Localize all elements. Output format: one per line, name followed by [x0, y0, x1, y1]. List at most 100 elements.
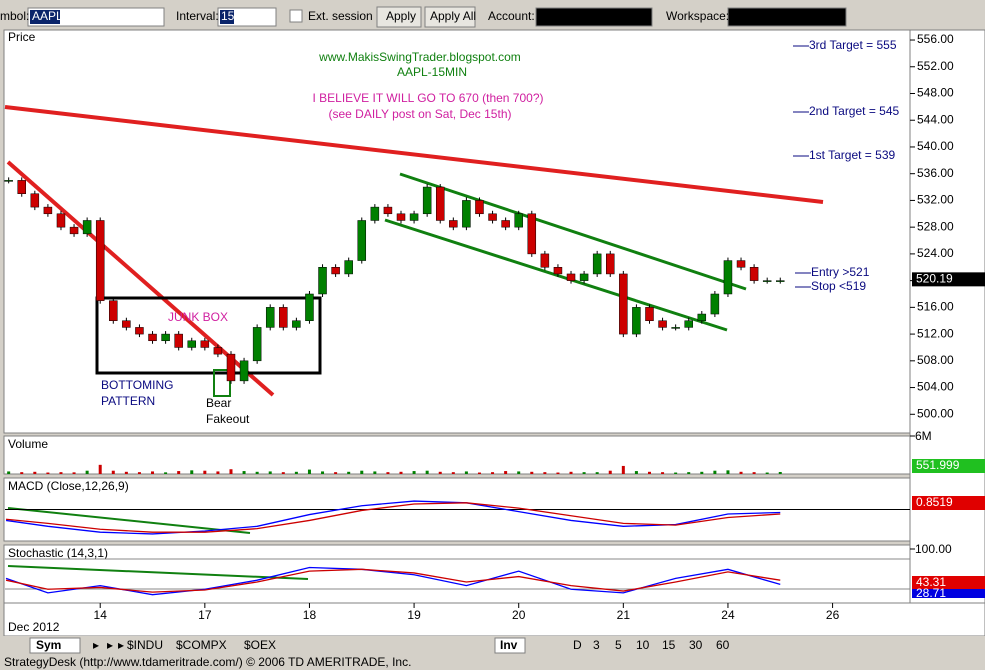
volume-bar [360, 470, 364, 474]
candle [475, 200, 484, 215]
x-tick-label: 20 [512, 608, 526, 622]
candle [30, 193, 40, 208]
stoch-d-label: 28.71 [916, 586, 946, 600]
y-tick-label: 500.00 [917, 406, 954, 420]
candle [762, 280, 772, 282]
tab: Sym [36, 638, 61, 652]
apply-button[interactable] [376, 6, 422, 28]
y-tick-label: 532.00 [917, 193, 954, 207]
account-box[interactable] [535, 7, 653, 27]
toolbar-ext-session: Ext. session [308, 9, 373, 23]
channel-lower [384, 218, 728, 332]
tab: $COMPX [176, 638, 227, 652]
candle [553, 267, 563, 275]
stoch-trend [7, 565, 309, 580]
volume-bar [608, 470, 612, 474]
tab: D [573, 638, 582, 652]
candle [292, 320, 301, 328]
candle [187, 340, 197, 348]
candle [566, 273, 576, 281]
volume-bar [438, 471, 442, 474]
volume-bar [321, 471, 325, 474]
candle [17, 180, 26, 194]
last-price-box [912, 272, 985, 287]
candle [252, 327, 262, 362]
volume-bar [190, 470, 194, 474]
symbol-highlight [30, 10, 60, 24]
annotation: BOTTOMING [101, 378, 173, 392]
volume-bar [569, 471, 573, 474]
y-tick-label: 528.00 [917, 219, 954, 233]
last-volume-label: 551.999 [916, 458, 960, 472]
junk-box [95, 296, 322, 375]
volume-bar [373, 471, 377, 474]
candle [671, 327, 680, 329]
stoch-panel [3, 544, 911, 604]
candle [43, 206, 53, 215]
volume-bar [647, 471, 651, 474]
volume-bar [307, 469, 311, 474]
target-label: Stop <519 [811, 279, 866, 293]
volume-bar [752, 472, 756, 474]
candle [279, 307, 288, 328]
candle [396, 213, 406, 221]
candle [606, 253, 615, 275]
panel-title: Price [8, 30, 36, 44]
volume-bar [530, 471, 534, 474]
candle [174, 333, 183, 348]
volume-bar [255, 471, 259, 474]
volume-panel [3, 435, 911, 475]
tab: Inv [500, 638, 518, 652]
stoch-k-box [912, 576, 985, 590]
candle [422, 186, 432, 215]
candle [527, 213, 537, 255]
candle [736, 260, 746, 268]
volume-bar [739, 471, 743, 474]
tab-bar [0, 636, 985, 655]
annotation: www.MakisSwingTrader.blogspot.com [318, 50, 521, 64]
sym-tab[interactable] [29, 637, 81, 654]
candle [318, 267, 327, 295]
candle [776, 280, 785, 282]
toolbar-interval: 15 [221, 9, 235, 23]
inv-tab[interactable] [494, 637, 526, 654]
annotation: PATTERN [101, 394, 155, 408]
tab: 60 [716, 638, 730, 652]
macd-value-label: 0.8519 [916, 495, 953, 509]
candle [619, 273, 628, 335]
candle [592, 253, 602, 275]
apply-all-button[interactable] [424, 6, 476, 28]
toolbar-workspace-label: Workspace: [666, 9, 729, 23]
candle [383, 206, 393, 215]
ext-checkbox[interactable] [289, 9, 303, 23]
volume-bar [661, 472, 665, 474]
volume-bar [164, 472, 168, 474]
y-tick-label: 100.00 [915, 542, 952, 556]
indicator-line [5, 568, 781, 593]
candle [409, 213, 419, 221]
annotation: I BELIEVE IT WILL GO TO 670 (then 700?) [312, 91, 543, 105]
candle [449, 220, 458, 228]
workspace-box[interactable] [727, 7, 847, 27]
y-tick-label: 540.00 [917, 139, 954, 153]
symbol-box[interactable] [27, 7, 165, 27]
tab: $INDU [127, 638, 163, 652]
volume-bar [412, 471, 416, 474]
target-label: Entry >521 [811, 265, 870, 279]
target-label: 3rd Target = 555 [809, 38, 897, 52]
volume-bar [595, 472, 599, 474]
annotation: Fakeout [206, 412, 250, 426]
volume-bar [203, 470, 207, 474]
fakeout-box [213, 369, 231, 397]
candle [501, 220, 510, 228]
volume-bar [137, 472, 141, 474]
y-tick-label: 516.00 [917, 300, 954, 314]
target-label: 1st Target = 539 [809, 148, 896, 162]
candle [658, 320, 667, 328]
interval-highlight [220, 10, 234, 24]
candle [684, 320, 693, 328]
tab-arrow: ▸ [107, 638, 113, 652]
tab: 15 [662, 638, 676, 652]
volume-bar [72, 472, 76, 474]
